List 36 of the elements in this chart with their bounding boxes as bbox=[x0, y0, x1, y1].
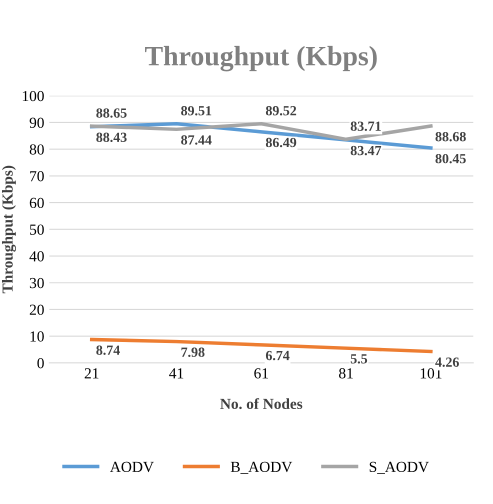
y-tick-label: 10 bbox=[30, 331, 44, 342]
data-label: 5.5 bbox=[350, 354, 368, 364]
x-tick-label: 81 bbox=[339, 368, 353, 378]
data-label: 89.51 bbox=[181, 106, 212, 116]
data-label: 7.98 bbox=[181, 348, 205, 357]
data-label: 80.45 bbox=[436, 154, 466, 164]
y-tick-label: 50 bbox=[30, 224, 44, 235]
data-label: 86.49 bbox=[266, 138, 296, 148]
data-label: 89.52 bbox=[266, 106, 296, 116]
data-label: 83.71 bbox=[350, 122, 381, 131]
legend-label: AODV bbox=[110, 462, 154, 472]
data-label: 4.26 bbox=[435, 357, 459, 367]
y-tick-label: 60 bbox=[30, 198, 44, 208]
x-tick-label: 41 bbox=[169, 368, 184, 378]
y-tick-label: 40 bbox=[29, 251, 44, 262]
y-axis-title: Throughput (Kbps) bbox=[2, 166, 16, 294]
x-tick-label: 61 bbox=[254, 368, 268, 378]
data-label: 6.74 bbox=[266, 350, 290, 360]
y-tick-label: 80 bbox=[30, 144, 44, 155]
y-tick-label: 30 bbox=[30, 278, 44, 288]
y-tick-label: 90 bbox=[30, 118, 44, 128]
data-label: 8.74 bbox=[96, 345, 120, 355]
x-tick-label: 21 bbox=[84, 368, 98, 378]
legend-label: S_AODV bbox=[370, 462, 429, 474]
data-label: 87.44 bbox=[181, 135, 212, 145]
y-tick-label: 100 bbox=[22, 90, 44, 102]
legend-label: B_AODV bbox=[230, 462, 292, 474]
data-label: 88.43 bbox=[96, 132, 127, 142]
data-label: 83.47 bbox=[350, 146, 382, 156]
data-label: 88.68 bbox=[436, 132, 466, 142]
chart-title: Throughput (Kbps) bbox=[145, 46, 377, 72]
x-axis-title: No. of Nodes bbox=[220, 398, 302, 410]
y-tick-label: 20 bbox=[30, 304, 44, 315]
y-tick-label: 0 bbox=[37, 358, 44, 368]
y-tick-label: 70 bbox=[30, 171, 44, 182]
data-label: 88.65 bbox=[96, 108, 127, 118]
